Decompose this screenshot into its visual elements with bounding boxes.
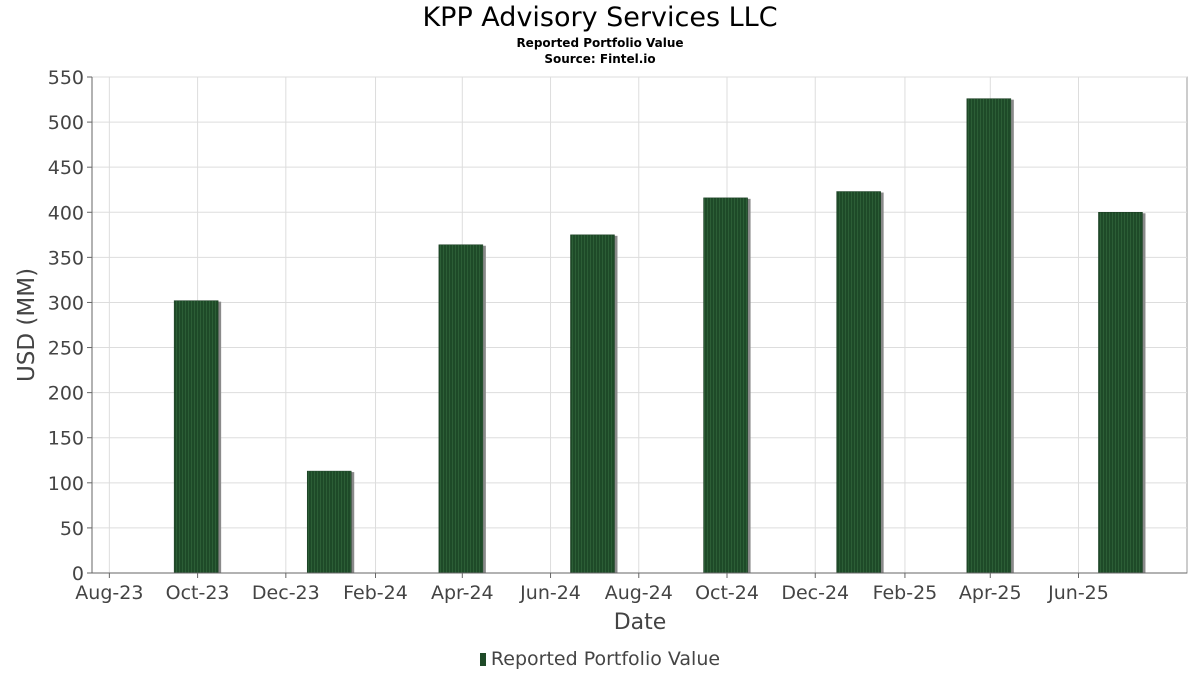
legend: Reported Portfolio Value [0,648,1200,670]
x-tick-label: Feb-24 [343,582,408,604]
bar [966,98,1012,574]
x-tick-label: Aug-24 [605,582,673,604]
x-tick-label: Apr-25 [959,582,1022,604]
y-tick-label: 150 [48,428,84,450]
chart-source: Source: Fintel.io [544,52,656,66]
y-tick-label: 450 [48,157,84,179]
x-tick-label: Feb-25 [873,582,938,604]
legend-swatch [479,653,486,666]
plot-area [91,76,1188,574]
y-tick-label: 50 [60,518,84,540]
y-tick-label: 500 [48,112,84,134]
x-tick-label: Oct-24 [695,582,759,604]
y-tick-label: 250 [48,338,84,360]
y-tick-label: 400 [48,202,84,224]
y-tick-label: 300 [48,292,84,314]
x-tick-label: Oct-23 [166,582,230,604]
bar [570,234,615,574]
y-axis-label: USD (MM) [14,268,40,382]
bar [703,197,748,574]
x-tick-label: Aug-23 [75,582,143,604]
x-tick-label: Dec-23 [252,582,320,604]
y-tick-label: 0 [72,563,84,585]
y-tick-label: 200 [48,383,84,405]
x-tick-label: Apr-24 [431,582,494,604]
bar [1098,212,1143,574]
legend-label: Reported Portfolio Value [490,648,721,670]
y-tick-label: 350 [48,247,84,269]
x-tick-label: Dec-24 [781,582,849,604]
y-tick-label: 100 [48,473,84,495]
chart-title: KPP Advisory Services LLC [422,2,778,33]
x-tick-label: Jun-24 [519,582,581,604]
bar [173,300,219,574]
bar [836,191,881,574]
chart-subtitle: Reported Portfolio Value [516,36,684,50]
bar [306,470,352,574]
y-tick-label: 550 [48,67,84,89]
x-axis-label: Date [614,610,667,635]
x-tick-label: Jun-25 [1047,582,1109,604]
bar [438,244,484,574]
